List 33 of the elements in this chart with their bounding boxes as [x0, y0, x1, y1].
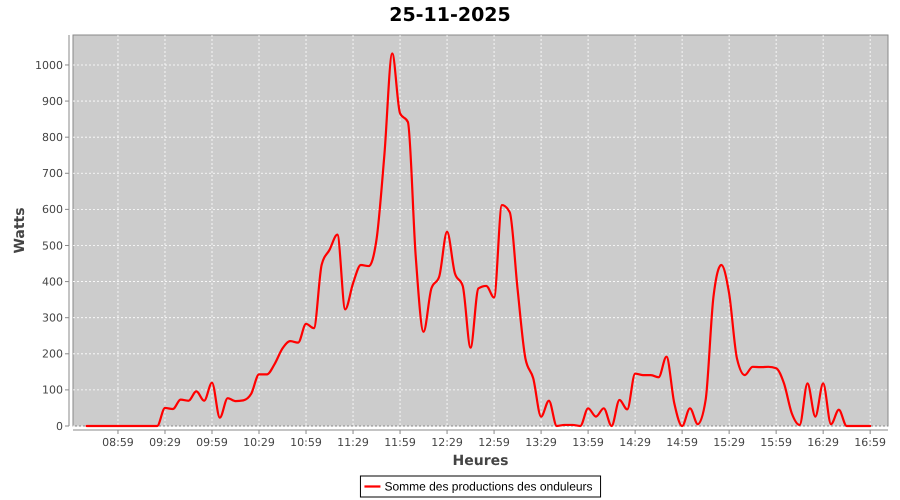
- x-tick-label: 11:59: [384, 436, 416, 449]
- x-tick-label: 09:59: [196, 436, 228, 449]
- x-tick-label: 11:29: [337, 436, 369, 449]
- x-tick-label: 08:59: [102, 436, 134, 449]
- x-tick-label: 15:59: [760, 436, 792, 449]
- y-tick-label: 1000: [35, 58, 63, 72]
- y-tick-label: 600: [42, 203, 63, 216]
- x-tick-label: 10:59: [290, 436, 322, 449]
- y-tick-label: 500: [42, 239, 63, 252]
- y-tick-label: 900: [42, 94, 63, 108]
- x-tick-label: 09:29: [149, 436, 181, 449]
- y-tick-label: 800: [42, 131, 63, 144]
- x-tick-label: 12:59: [478, 436, 510, 449]
- x-tick-label: 13:59: [572, 436, 604, 449]
- x-tick-label: 14:29: [619, 436, 651, 449]
- x-tick-label: 10:29: [243, 436, 275, 449]
- x-tick-label: 14:59: [666, 436, 698, 449]
- x-axis-title: Heures: [452, 453, 508, 469]
- y-tick-label: 300: [42, 312, 63, 325]
- y-tick-label: 0: [56, 420, 63, 433]
- x-tick-label: 16:29: [807, 436, 840, 449]
- x-tick-label: 16:59: [854, 436, 886, 449]
- y-tick-label: 400: [42, 275, 63, 288]
- y-axis-title: Watts: [12, 207, 28, 254]
- x-tick-label: 12:29: [431, 436, 463, 449]
- x-tick-label: 15:29: [713, 436, 745, 449]
- y-tick-label: 100: [42, 384, 63, 397]
- x-tick-label: 13:29: [525, 436, 557, 449]
- legend-label: Somme des productions des onduleurs: [384, 480, 593, 494]
- chart-title: 25-11-2025: [389, 4, 511, 26]
- line-series: [86, 52, 872, 428]
- y-tick-label: 700: [42, 167, 63, 180]
- y-tick-label: 200: [42, 348, 63, 361]
